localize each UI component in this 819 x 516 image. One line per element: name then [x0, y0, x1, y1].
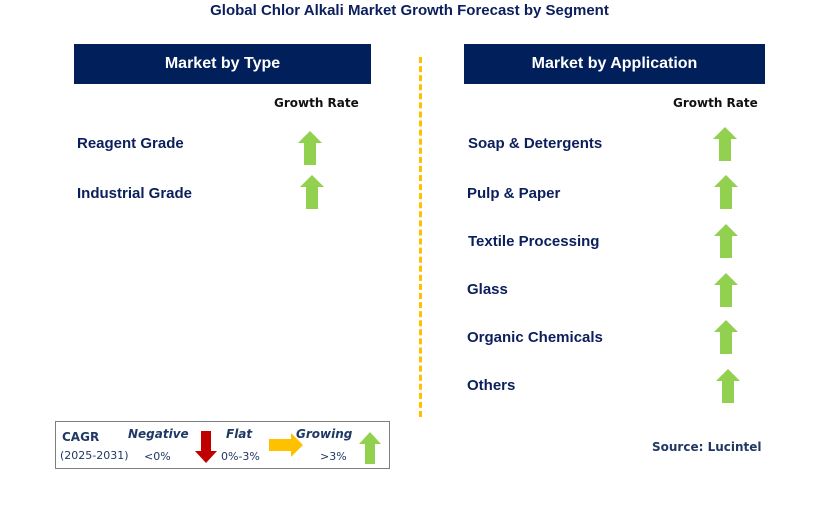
up-arrow-icon [359, 432, 381, 464]
market-by-application-header: Market by Application [464, 44, 765, 84]
type-item-label: Industrial Grade [77, 185, 193, 202]
right-growth-rate-label: Growth Rate [673, 96, 758, 110]
up-arrow-icon [714, 273, 738, 307]
legend-cagr-label: CAGR [62, 430, 100, 444]
up-arrow-icon [714, 175, 738, 209]
left-growth-rate-label: Growth Rate [274, 96, 359, 110]
up-arrow-icon [298, 131, 322, 165]
up-arrow-icon [300, 175, 324, 209]
legend-growing-label: Growing [296, 427, 353, 441]
legend-flat-range: 0%-3% [221, 450, 260, 463]
application-item-label: Soap & Detergents [468, 135, 603, 152]
type-item-label: Reagent Grade [77, 135, 184, 152]
application-item-label: Pulp & Paper [467, 185, 561, 202]
cagr-legend: CAGR (2025-2031) Negative <0% Flat 0%-3%… [55, 421, 390, 469]
application-item-label: Textile Processing [468, 233, 600, 250]
application-item-label: Glass [467, 281, 508, 298]
legend-growing-range: >3% [320, 450, 347, 463]
right-arrow-icon [269, 433, 303, 457]
up-arrow-icon [713, 127, 737, 161]
application-item-label: Others [467, 377, 516, 394]
dashed-divider [419, 57, 422, 417]
source-label: Source: Lucintel [652, 440, 762, 454]
down-arrow-icon [195, 431, 217, 463]
up-arrow-icon [714, 224, 738, 258]
market-by-type-header: Market by Type [74, 44, 371, 84]
legend-flat-label: Flat [226, 427, 253, 441]
legend-period: (2025-2031) [60, 449, 129, 462]
legend-negative-range: <0% [144, 450, 171, 463]
legend-negative-label: Negative [128, 427, 189, 441]
up-arrow-icon [714, 320, 738, 354]
application-item-label: Organic Chemicals [467, 329, 603, 346]
page-title: Global Chlor Alkali Market Growth Foreca… [210, 2, 609, 19]
up-arrow-icon [716, 369, 740, 403]
